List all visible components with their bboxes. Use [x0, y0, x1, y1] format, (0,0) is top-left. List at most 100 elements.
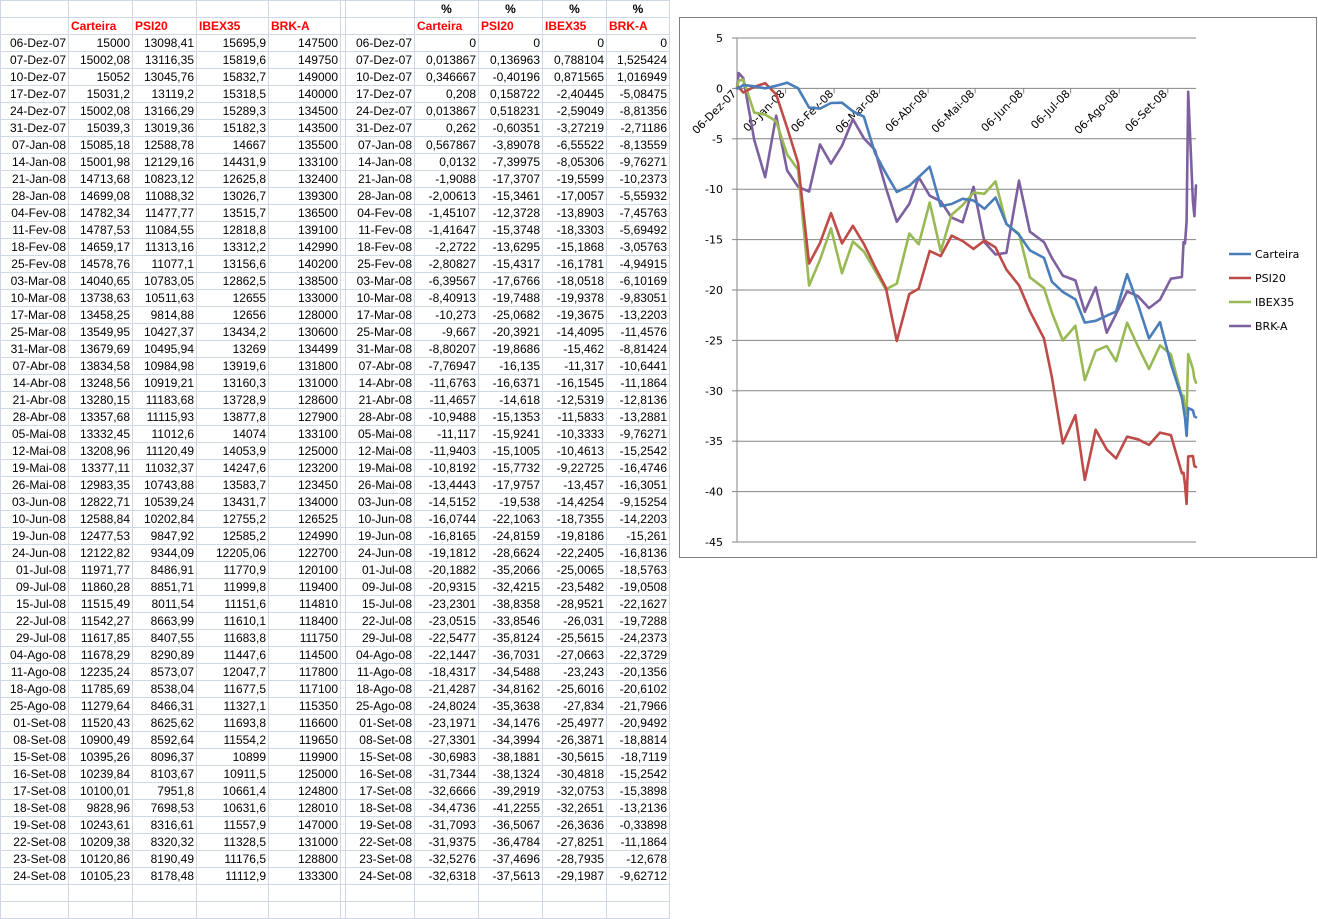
cell[interactable]: 18-Set-08 — [0, 799, 69, 817]
cell[interactable]: -22,3729 — [606, 646, 670, 664]
cell[interactable]: 134000 — [268, 493, 341, 511]
cell[interactable]: 07-Jan-08 — [0, 136, 69, 154]
cell[interactable] — [0, 901, 69, 919]
cell[interactable]: 05-Mai-08 — [345, 425, 415, 443]
cell[interactable]: PSI20 — [132, 17, 197, 35]
cell[interactable]: 10919,21 — [132, 374, 197, 392]
cell[interactable]: 25-Fev-08 — [0, 255, 69, 273]
cell[interactable]: -1,9088 — [414, 170, 479, 188]
cell[interactable]: 11542,27 — [68, 612, 133, 630]
cell[interactable]: 133300 — [268, 867, 341, 885]
cell[interactable] — [68, 901, 133, 919]
cell[interactable]: 132400 — [268, 170, 341, 188]
cell[interactable]: 26-Mai-08 — [0, 476, 69, 494]
cell[interactable]: 11327,1 — [196, 697, 269, 715]
cell[interactable]: 13280,15 — [68, 391, 133, 409]
cell[interactable]: 19-Jun-08 — [345, 527, 415, 545]
cell[interactable]: -6,10169 — [606, 272, 670, 290]
cell[interactable]: 17-Dez-07 — [0, 85, 69, 103]
cell[interactable]: 8466,31 — [132, 697, 197, 715]
cell[interactable] — [345, 901, 415, 919]
cell[interactable]: -36,4784 — [478, 833, 543, 851]
cell[interactable]: 11176,5 — [196, 850, 269, 868]
cell[interactable]: 126525 — [268, 510, 341, 528]
cell[interactable]: 14-Abr-08 — [345, 374, 415, 392]
cell[interactable]: -10,3333 — [542, 425, 607, 443]
cell[interactable]: 28-Abr-08 — [0, 408, 69, 426]
cell[interactable]: 12862,5 — [196, 272, 269, 290]
cell[interactable]: 13248,56 — [68, 374, 133, 392]
cell[interactable]: 07-Abr-08 — [345, 357, 415, 375]
cell[interactable]: 0,788104 — [542, 51, 607, 69]
cell[interactable]: 139100 — [268, 221, 341, 239]
cell[interactable]: 15182,3 — [196, 119, 269, 137]
cell[interactable]: -39,2919 — [478, 782, 543, 800]
cell[interactable]: -2,80827 — [414, 255, 479, 273]
cell[interactable]: -20,9492 — [606, 714, 670, 732]
cell[interactable]: -35,2066 — [478, 561, 543, 579]
cell[interactable]: -10,2373 — [606, 170, 670, 188]
cell[interactable] — [542, 901, 607, 919]
cell[interactable]: 128800 — [268, 850, 341, 868]
cell[interactable]: 133100 — [268, 153, 341, 171]
cell[interactable]: 21-Abr-08 — [0, 391, 69, 409]
cell[interactable]: 17-Dez-07 — [345, 85, 415, 103]
cell[interactable]: -15,3461 — [478, 187, 543, 205]
cell[interactable]: 8625,62 — [132, 714, 197, 732]
cell[interactable]: 13515,7 — [196, 204, 269, 222]
cell[interactable] — [414, 884, 479, 902]
cell[interactable]: -23,0515 — [414, 612, 479, 630]
cell[interactable] — [132, 0, 197, 18]
cell[interactable]: -17,6766 — [478, 272, 543, 290]
cell[interactable]: 19-Mai-08 — [0, 459, 69, 477]
cell[interactable]: 13728,9 — [196, 391, 269, 409]
cell[interactable]: 11860,28 — [68, 578, 133, 596]
cell[interactable]: -29,1987 — [542, 867, 607, 885]
cell[interactable]: 11678,29 — [68, 646, 133, 664]
cell[interactable]: -14,4254 — [542, 493, 607, 511]
cell[interactable]: -25,0065 — [542, 561, 607, 579]
cell[interactable]: 10743,88 — [132, 476, 197, 494]
cell[interactable]: 125000 — [268, 765, 341, 783]
cell[interactable]: -20,6102 — [606, 680, 670, 698]
cell[interactable]: 13549,95 — [68, 323, 133, 341]
cell[interactable]: 24-Set-08 — [345, 867, 415, 885]
cell[interactable]: 11-Fev-08 — [0, 221, 69, 239]
cell[interactable]: 10-Mar-08 — [345, 289, 415, 307]
cell[interactable]: 0 — [606, 34, 670, 52]
cell[interactable]: -10,9488 — [414, 408, 479, 426]
cell[interactable]: 10900,49 — [68, 731, 133, 749]
cell[interactable]: -32,6318 — [414, 867, 479, 885]
cell[interactable]: 0,158722 — [478, 85, 543, 103]
cell[interactable]: -32,5276 — [414, 850, 479, 868]
cell[interactable]: -24,8159 — [478, 527, 543, 545]
cell[interactable]: 10202,84 — [132, 510, 197, 528]
cell[interactable]: -34,4736 — [414, 799, 479, 817]
cell[interactable]: 11-Ago-08 — [0, 663, 69, 681]
cell[interactable]: 7951,8 — [132, 782, 197, 800]
cell[interactable]: 128600 — [268, 391, 341, 409]
cell[interactable]: 119900 — [268, 748, 341, 766]
cell[interactable]: 14247,6 — [196, 459, 269, 477]
cell[interactable]: 134499 — [268, 340, 341, 358]
cell[interactable]: -22,1627 — [606, 595, 670, 613]
cell[interactable]: -9,76271 — [606, 153, 670, 171]
cell[interactable]: IBEX35 — [196, 17, 269, 35]
cell[interactable]: -19,7488 — [478, 289, 543, 307]
cell[interactable]: -1,45107 — [414, 204, 479, 222]
cell[interactable]: 8290,89 — [132, 646, 197, 664]
cell[interactable]: 15002,08 — [68, 102, 133, 120]
cell[interactable]: -16,0744 — [414, 510, 479, 528]
cell[interactable]: 147000 — [268, 816, 341, 834]
cell[interactable]: 11515,49 — [68, 595, 133, 613]
cell[interactable]: -18,8814 — [606, 731, 670, 749]
cell[interactable]: -2,59049 — [542, 102, 607, 120]
cell[interactable]: 13026,7 — [196, 187, 269, 205]
cell[interactable]: -19,0508 — [606, 578, 670, 596]
cell[interactable]: 18-Ago-08 — [345, 680, 415, 698]
cell[interactable]: 10495,94 — [132, 340, 197, 358]
cell[interactable]: 0,518231 — [478, 102, 543, 120]
cell[interactable]: 117800 — [268, 663, 341, 681]
cell[interactable]: 01-Jul-08 — [345, 561, 415, 579]
cell[interactable]: -15,2542 — [606, 442, 670, 460]
